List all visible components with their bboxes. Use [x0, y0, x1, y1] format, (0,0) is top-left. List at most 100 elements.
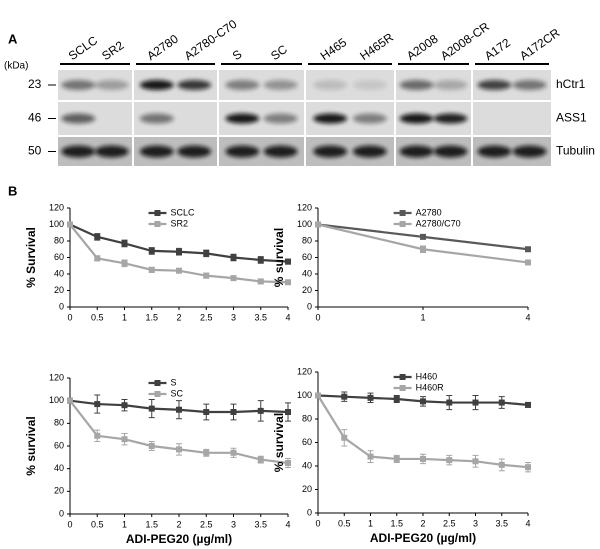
blot-band	[61, 80, 96, 90]
x-tick-label: 1	[122, 519, 127, 529]
blot-band	[225, 80, 260, 90]
panel-label: A	[8, 31, 18, 46]
legend-label: A2780	[416, 207, 442, 217]
legend-marker	[399, 374, 406, 380]
lane-label: H465R	[357, 30, 396, 63]
lane-label: SCLC	[66, 33, 101, 63]
blot-band	[263, 145, 298, 158]
data-point	[257, 278, 264, 285]
y-tick-label: 120	[49, 372, 64, 382]
blot-band	[61, 145, 96, 158]
data-point	[94, 401, 101, 408]
data-point	[525, 246, 531, 253]
data-point	[148, 266, 155, 273]
data-point	[176, 267, 182, 274]
data-point	[257, 256, 264, 263]
series-line	[69, 223, 289, 263]
data-point	[230, 275, 237, 282]
data-point	[94, 432, 101, 439]
data-point	[393, 455, 400, 462]
data-point	[257, 456, 264, 463]
data-point	[420, 233, 426, 240]
x-tick-label: 4	[285, 519, 290, 529]
data-point	[121, 260, 128, 267]
y-tick-label: 0	[59, 508, 64, 518]
data-point	[367, 394, 374, 401]
y-tick-label: 40	[302, 460, 312, 470]
data-point	[367, 453, 374, 460]
legend-marker	[154, 210, 161, 216]
blot-band	[433, 80, 468, 90]
y-tick-label: 80	[302, 413, 312, 423]
x-tick-label: 2	[176, 519, 181, 529]
data-point	[285, 460, 291, 466]
data-point	[203, 409, 210, 415]
blot-band	[352, 113, 387, 124]
blot-band	[512, 145, 547, 158]
marker-label: 46	[28, 111, 42, 125]
protein-label: Tubulin	[556, 144, 595, 158]
y-axis-label: % survival	[24, 416, 38, 475]
data-point	[525, 464, 531, 471]
data-point	[285, 279, 291, 286]
blot-band	[352, 145, 387, 158]
data-point	[420, 398, 426, 405]
lane-label: H465	[318, 35, 350, 63]
y-tick-label: 20	[302, 285, 312, 295]
x-tick-label: 4	[285, 312, 290, 322]
data-point	[472, 399, 479, 406]
y-tick-label: 40	[54, 268, 64, 278]
data-point	[121, 402, 128, 409]
kda-label: (kDa)	[4, 61, 28, 72]
x-tick-label: 1.5	[390, 518, 403, 528]
blot-band	[139, 145, 174, 158]
x-tick-label: 2.5	[200, 519, 213, 529]
x-tick-label: 3.5	[254, 312, 267, 322]
y-tick-label: 0	[59, 301, 64, 311]
blot-band	[477, 145, 512, 158]
blot-band	[313, 80, 348, 90]
y-tick-label: 100	[49, 219, 64, 229]
x-axis-label: ADI-PEG20 (µg/ml)	[126, 532, 232, 546]
x-tick-label: 1.5	[145, 519, 158, 529]
data-point	[420, 455, 426, 462]
blot-band	[352, 80, 387, 90]
data-point	[67, 221, 73, 228]
y-tick-label: 120	[49, 202, 64, 212]
data-point	[525, 259, 531, 266]
data-point	[176, 446, 182, 453]
blot-band	[225, 113, 260, 124]
y-tick-label: 60	[54, 440, 64, 450]
x-tick-label: 2	[420, 518, 425, 528]
blot-band	[263, 113, 298, 124]
y-tick-label: 40	[54, 463, 64, 473]
data-point	[257, 407, 264, 414]
lane-label: SR2	[99, 38, 126, 63]
y-tick-label: 20	[54, 285, 64, 295]
legend-marker	[154, 391, 161, 397]
blot-band	[477, 80, 512, 90]
lane-label: A2780	[144, 31, 181, 63]
data-point	[176, 248, 182, 255]
data-point	[230, 409, 237, 415]
x-tick-label: 3	[473, 518, 478, 528]
x-tick-label: 0	[67, 519, 72, 529]
marker-label: 23	[28, 77, 42, 91]
blot-band	[177, 80, 212, 90]
data-point	[148, 247, 155, 254]
y-tick-label: 0	[307, 507, 312, 517]
x-tick-label: 1.5	[145, 312, 158, 322]
blot-band	[139, 80, 174, 90]
blot-band	[433, 113, 468, 124]
x-tick-label: 3	[231, 312, 236, 322]
protein-label: hCtr1	[556, 77, 586, 91]
y-tick-label: 60	[302, 437, 312, 447]
legend-label: SR2	[170, 218, 188, 228]
x-tick-label: 3	[231, 519, 236, 529]
data-point	[148, 443, 155, 449]
x-tick-label: 0.5	[91, 312, 104, 322]
blot-band	[313, 145, 348, 158]
x-axis-label: ADI-PEG20 (µg/ml)	[370, 531, 476, 545]
data-point	[94, 233, 101, 240]
